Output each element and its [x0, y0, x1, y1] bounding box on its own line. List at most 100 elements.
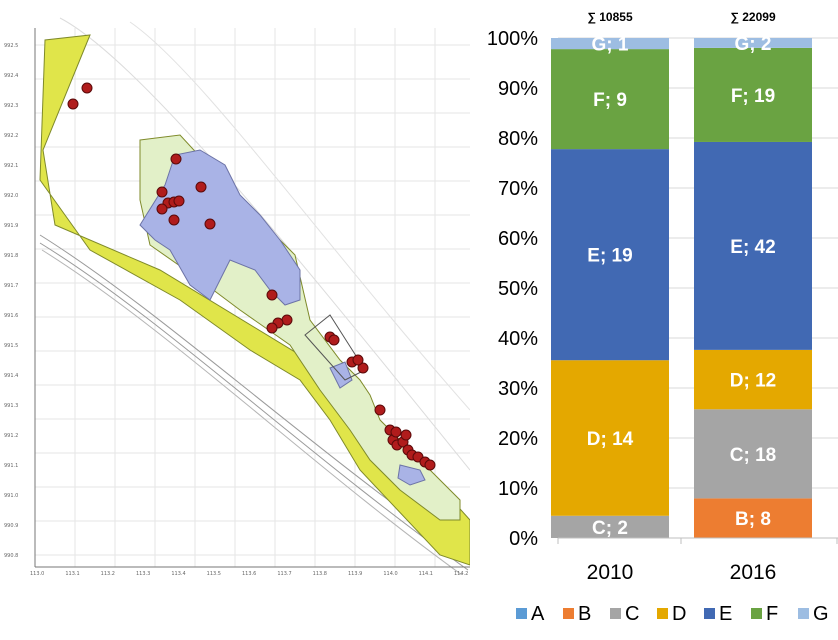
map-point [81, 82, 93, 94]
bar-segment-f-2016 [694, 47, 812, 142]
site-map-drawing: 992.5 992.4 992.3 992.2 992.1 992.0 991.9 991.8… [4, 17, 471, 577]
map-x-tick: 113.1 [65, 571, 79, 575]
data-label: D; 14 [587, 429, 634, 450]
map-point [390, 426, 402, 438]
bar-segment-e-2010 [551, 149, 669, 361]
map-point [168, 214, 180, 226]
legend-swatch-g [798, 608, 809, 619]
map-y-tick: 991.8 [4, 253, 18, 259]
bar-segment-b-2016 [694, 498, 812, 538]
stacked-bar-chart: 0% 10% 20% 30% 40% 50% 60% 70% 80% 90% 100% C; 2 D;… [470, 0, 838, 635]
map-point [374, 404, 386, 416]
x-tick-label: 2010 [587, 561, 634, 584]
bar-segment-c-2016 [694, 409, 812, 499]
y-tick-label: 20% [498, 428, 538, 450]
legend-label: A [531, 603, 545, 625]
map-point [266, 322, 278, 334]
legend-label: B [578, 603, 591, 625]
map-y-tick: 991.3 [4, 403, 18, 409]
map-y-tick: 990.8 [4, 553, 18, 559]
data-label: D; 12 [730, 371, 776, 392]
map-point [400, 429, 412, 441]
data-label: F; 19 [731, 86, 775, 107]
chart-bars: C; 2 D; 14 E; 19 F; 9 G; 1 B; 8 C; 18 D; 12 E; 4… [551, 34, 838, 544]
y-tick-label: 80% [498, 128, 538, 150]
map-ticks: 992.5 992.4 992.3 992.2 992.1 992.0 991.9 991.8… [4, 43, 468, 577]
legend-label: G [813, 603, 829, 625]
y-tick-label: 10% [498, 478, 538, 500]
chart-legend: A B C D E F G [516, 603, 829, 625]
map-points [67, 82, 436, 471]
map-y-tick: 992.1 [4, 163, 18, 169]
bar-total-label: ∑ 22099 [730, 10, 776, 24]
map-point [156, 203, 168, 215]
map-point [328, 334, 340, 346]
map-y-tick: 991.2 [4, 433, 18, 439]
y-tick-label: 60% [498, 228, 538, 250]
map-point [195, 181, 207, 193]
legend-label: D [672, 603, 686, 625]
data-label: F; 9 [593, 90, 627, 111]
map-point [266, 289, 278, 301]
x-tick-label: 2016 [730, 561, 777, 584]
bar-segment-g-2010 [551, 38, 669, 50]
bar-segment-c-2010 [551, 515, 669, 538]
legend-label: F [766, 603, 778, 625]
map-y-tick: 992.2 [4, 133, 18, 139]
map-point [67, 98, 79, 110]
map-y-tick: 992.0 [4, 193, 18, 199]
data-label: B; 8 [735, 509, 771, 530]
legend-swatch-b [563, 608, 574, 619]
map-point [173, 195, 185, 207]
data-label: G; 2 [735, 34, 772, 55]
map-x-tick: 113.0 [30, 571, 44, 575]
map-y-tick: 991.0 [4, 493, 18, 499]
bar-segment-g-2016 [694, 38, 812, 48]
map-zones [39, 34, 471, 566]
data-label: E; 42 [730, 237, 775, 258]
bar-total-label: ∑ 10855 [587, 10, 633, 24]
map-point [281, 314, 293, 326]
legend-swatch-e [704, 608, 715, 619]
map-y-tick: 992.3 [4, 103, 18, 109]
x-axis-ticks: 2010 2016 [587, 561, 777, 584]
map-x-tick: 113.4 [171, 571, 185, 575]
bar-segment-f-2010 [551, 49, 669, 150]
legend-swatch-f [751, 608, 762, 619]
bar-segment-d-2016 [694, 349, 812, 410]
map-y-tick: 992.5 [4, 43, 18, 49]
bar-segment-e-2016 [694, 141, 812, 350]
map-y-tick: 991.5 [4, 343, 18, 349]
map-x-tick: 114.1 [419, 571, 433, 575]
site-map: 992.5 992.4 992.3 992.2 992.1 992.0 991.9 991.8… [4, 17, 471, 577]
map-point [357, 362, 369, 374]
map-y-tick: 991.7 [4, 283, 18, 289]
bar-segment-d-2010 [551, 360, 669, 516]
zone-blue-strip [397, 464, 426, 486]
map-x-tick: 113.9 [348, 571, 362, 575]
legend-label: E [719, 603, 732, 625]
y-tick-label: 40% [498, 328, 538, 350]
legend-swatch-d [657, 608, 668, 619]
data-label: E; 19 [587, 246, 632, 267]
zone-blue-main [139, 149, 301, 306]
y-tick-label: 30% [498, 378, 538, 400]
map-x-tick: 114.2 [454, 571, 468, 575]
legend-swatch-a [516, 608, 527, 619]
y-tick-label: 100% [487, 28, 538, 50]
map-y-tick: 991.6 [4, 313, 18, 319]
map-x-tick: 113.8 [313, 571, 327, 575]
map-point [204, 218, 216, 230]
map-point [352, 354, 364, 366]
map-x-tick: 113.2 [101, 571, 115, 575]
map-point [156, 186, 168, 198]
y-tick-label: 90% [498, 78, 538, 100]
map-y-tick: 992.4 [4, 73, 18, 79]
data-label: C; 2 [592, 518, 628, 539]
y-tick-label: 0% [509, 528, 538, 550]
legend-swatch-c [610, 608, 621, 619]
map-point [424, 459, 436, 471]
map-x-tick: 113.7 [277, 571, 291, 575]
legend-label: C [625, 603, 639, 625]
map-point [170, 153, 182, 165]
